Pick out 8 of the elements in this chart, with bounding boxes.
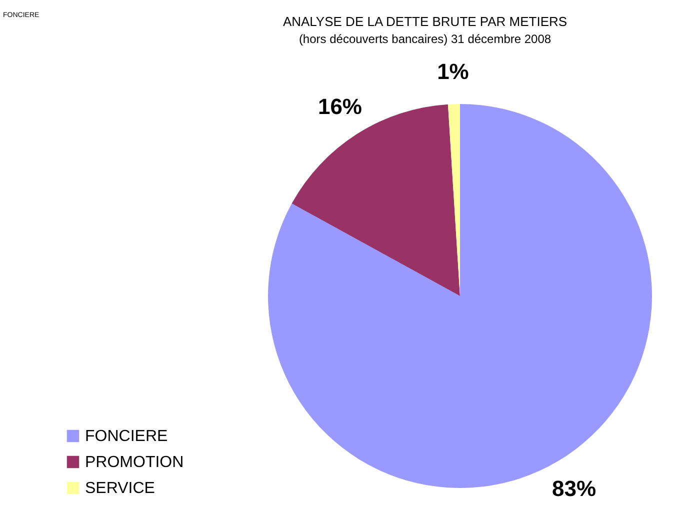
legend-label: PROMOTION [85, 454, 184, 471]
legend-label: SERVICE [85, 480, 155, 497]
legend-label: FONCIERE [85, 428, 168, 445]
data-label: 83% [552, 476, 596, 501]
data-label: 1% [437, 59, 469, 84]
chart-title: ANALYSE DE LA DETTE BRUTE PAR METIERS [282, 14, 568, 29]
data-label: 16% [318, 94, 362, 119]
chart-subtitle: (hors découverts bancaires) 31 décembre 2008 [298, 32, 552, 46]
